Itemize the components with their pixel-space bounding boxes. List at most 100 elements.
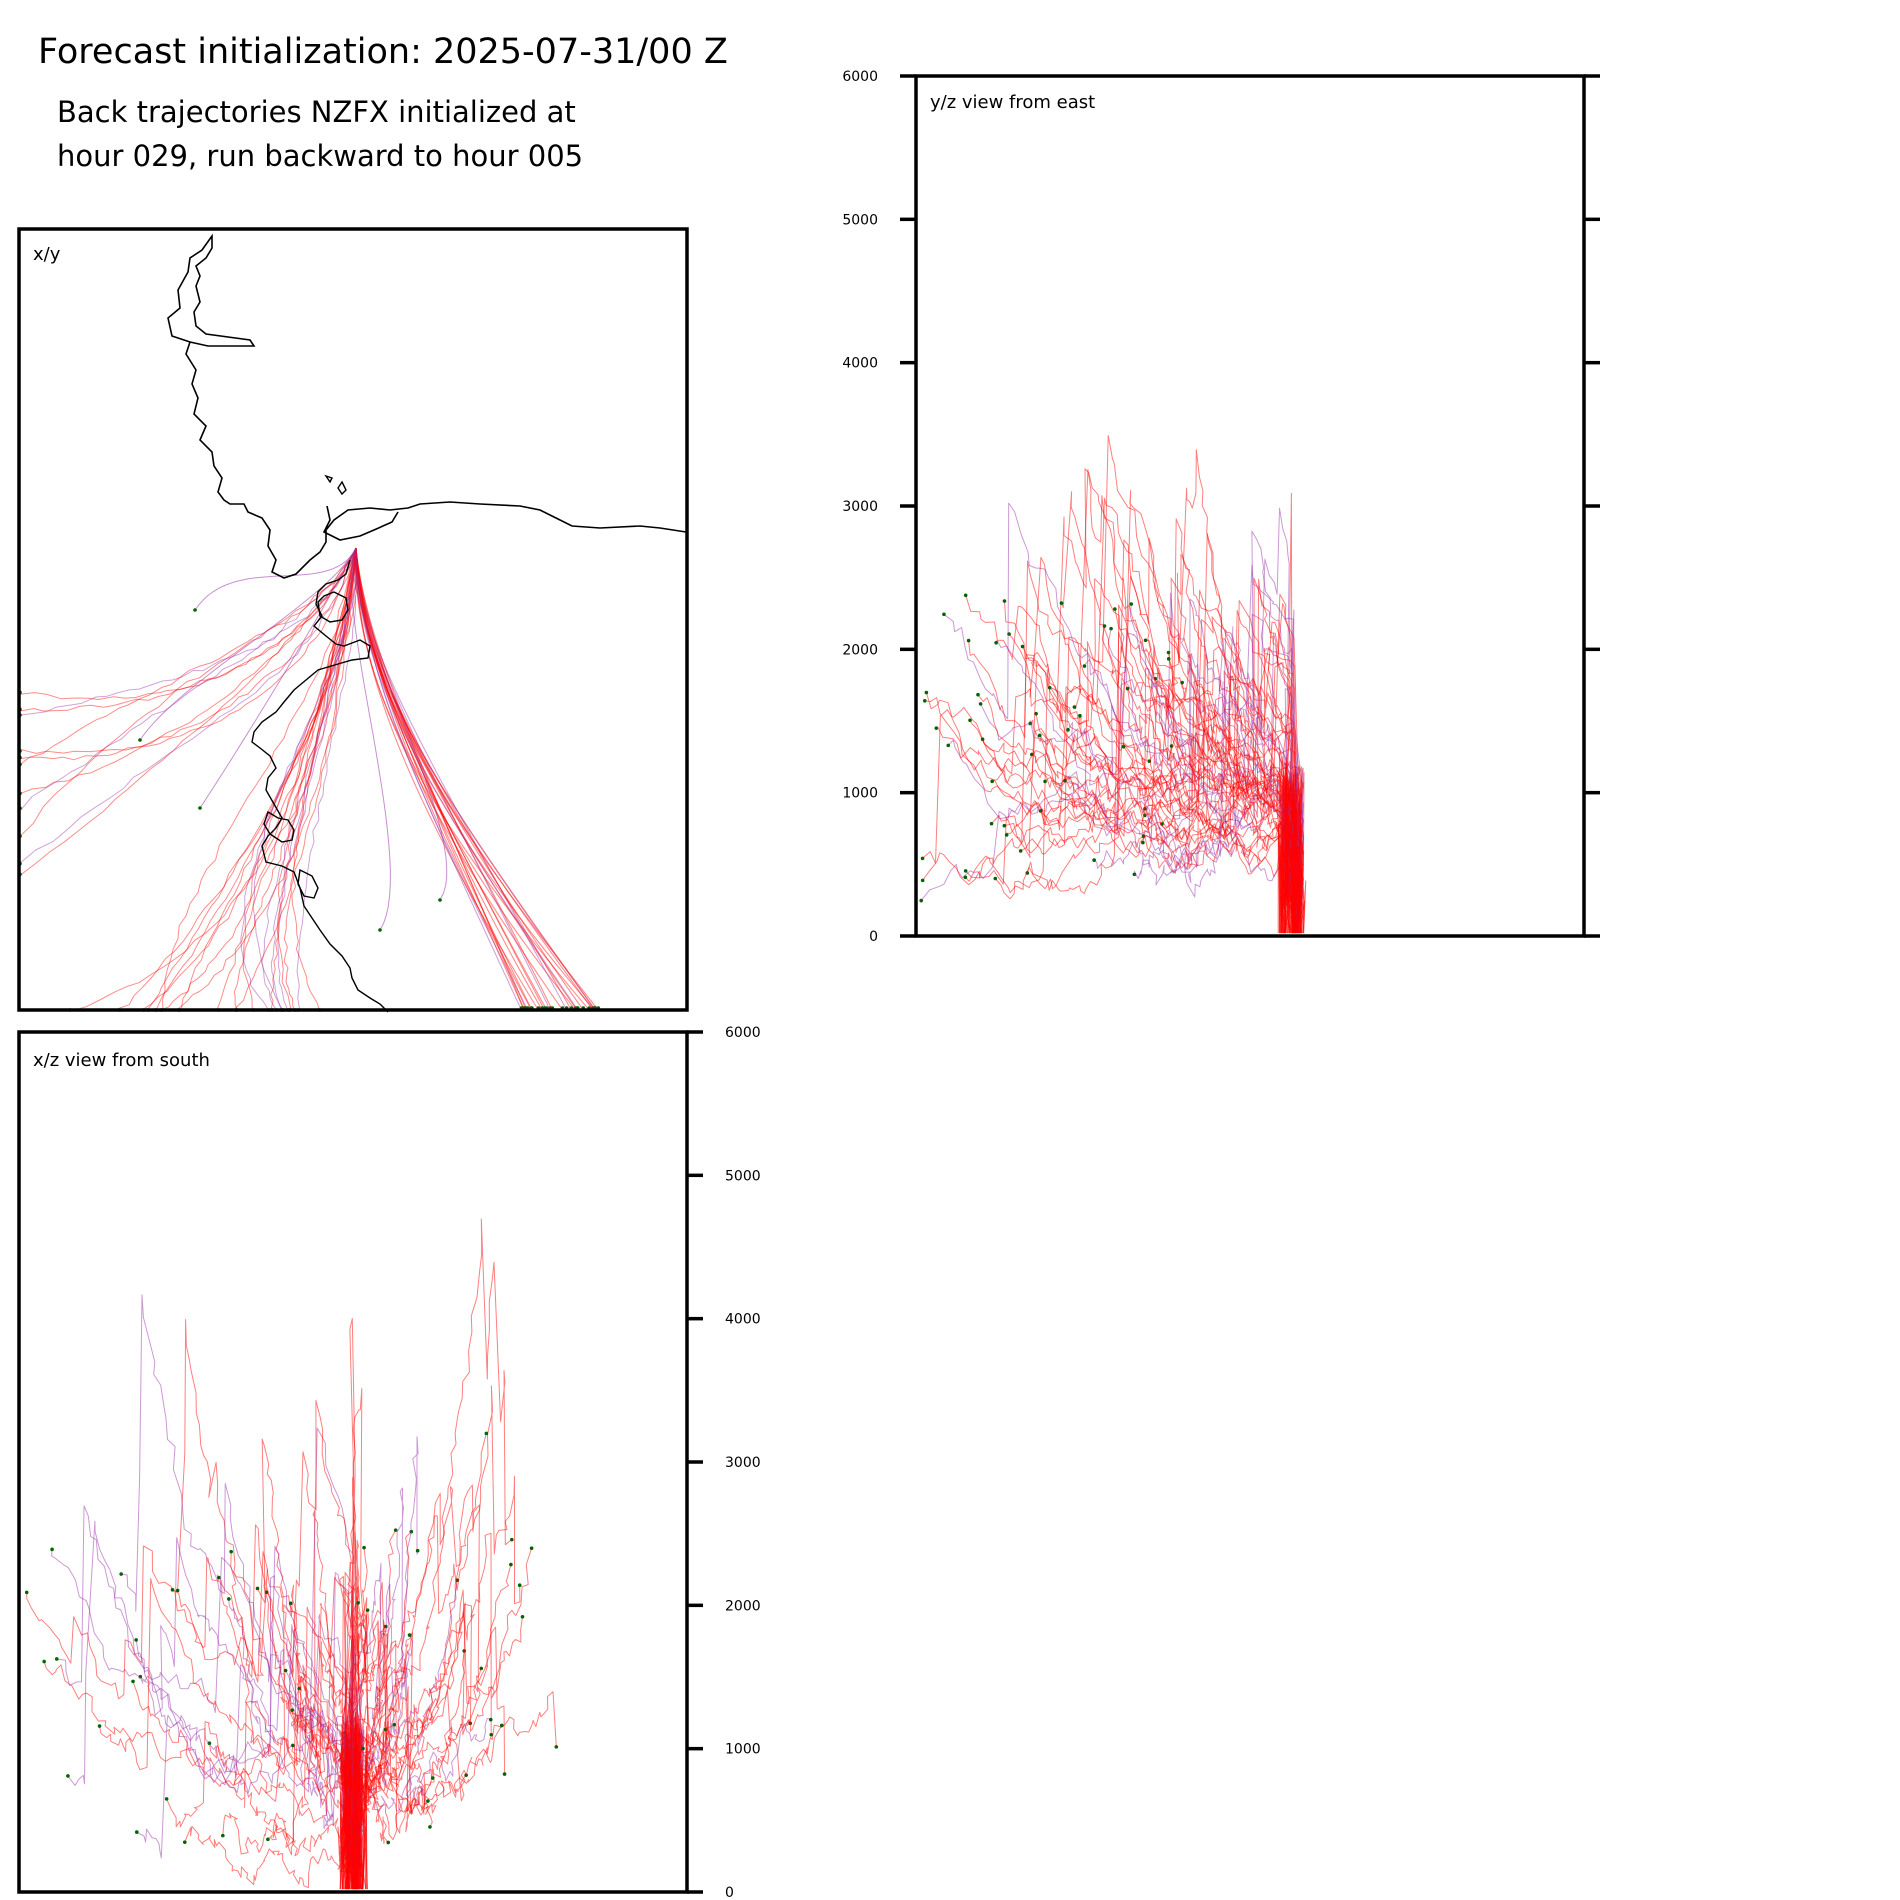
yz-endpoint-45 — [994, 640, 998, 645]
xz-endpoint-56 — [288, 1601, 293, 1606]
xz-trajectory-58 — [344, 1433, 487, 1890]
xy-trajectory-36 — [19, 547, 357, 876]
xz-tick-label-6000: 6000 — [725, 1025, 761, 1041]
yz-endpoint-16 — [1002, 599, 1007, 603]
xz-endpoint-49 — [119, 1572, 123, 1576]
xy-trajectory-31 — [233, 547, 357, 1010]
yz-source-column-36 — [1292, 902, 1298, 934]
coastline-inlet — [263, 474, 349, 899]
xz-trajectory-23 — [344, 1484, 506, 1890]
xz-endpoint-58 — [361, 1746, 365, 1751]
xz-trajectory-47 — [340, 1616, 523, 1890]
xz-endpoint-46 — [266, 1837, 270, 1842]
xz-source-column-38 — [358, 1845, 367, 1890]
xy-trajectory-47 — [277, 547, 357, 1010]
yz-source-column-38 — [1293, 865, 1300, 934]
xz-endpoint-35 — [362, 1545, 366, 1550]
xz-source-column-15 — [339, 1719, 348, 1890]
xz-tick-label-0: 0 — [725, 1885, 734, 1900]
xz-endpoint-55 — [479, 1666, 484, 1671]
xz-endpoint-10 — [554, 1745, 559, 1749]
xy-trajectory-35 — [180, 547, 357, 1011]
xy-trajectory-56 — [242, 547, 357, 1010]
xz-tick-label-4000: 4000 — [725, 1312, 761, 1328]
xz-endpoint-39 — [182, 1840, 187, 1844]
xy-trajectory-10 — [355, 547, 551, 1011]
xy-trajectory-28 — [71, 547, 357, 1012]
xy-trajectory-37 — [291, 547, 357, 1012]
xy-trajectory-63 — [139, 547, 357, 741]
xy-trajectory-59 — [235, 547, 357, 1009]
xy-trajectory-48 — [20, 547, 357, 837]
yz-endpoint-17 — [919, 898, 924, 903]
yz-trajectory-59 — [977, 593, 1303, 934]
xy-trajectory-43 — [270, 547, 357, 1012]
panel-xz-view-from-south: 0 1000 2000 3000 4000 5000 6000 x/z view from … — [17, 1025, 761, 1900]
yz-trajectory-55 — [965, 696, 1303, 934]
xy-trajectory-41 — [118, 547, 357, 1010]
xz-endpoint-13 — [488, 1717, 493, 1722]
yz-trajectory-16 — [920, 719, 1301, 934]
xy-trajectory-42 — [18, 547, 357, 865]
xz-endpoint-44 — [499, 1723, 504, 1728]
yz-trajectory-29 — [924, 685, 1304, 934]
yz-endpoint-47 — [1113, 607, 1117, 611]
xy-trajectory-40 — [162, 547, 357, 1010]
xy-trajectory-16 — [355, 547, 553, 1011]
xy-trajectory-39 — [19, 547, 357, 761]
yz-endpoint-58 — [924, 690, 929, 695]
xz-endpoint-60 — [170, 1588, 175, 1592]
yz-endpoint-35 — [1143, 638, 1148, 643]
xy-trajectory-12 — [355, 547, 596, 1011]
xy-panel-label: x/y — [33, 244, 61, 265]
yz-endpoint-3 — [993, 876, 998, 881]
yz-endpoint-5 — [946, 743, 951, 748]
xz-source-column-30 — [351, 1847, 359, 1890]
xz-trajectory-55 — [289, 1510, 365, 1890]
yz-endpoint-52 — [1002, 823, 1007, 828]
xz-endpoint-22 — [164, 1797, 169, 1801]
xz-endpoint-12 — [291, 1743, 295, 1748]
xz-source-column-39 — [355, 1829, 359, 1890]
xy-trajectory-60 — [194, 547, 357, 611]
yz-endpoint-33 — [1082, 664, 1087, 668]
yz-endpoint-19 — [963, 593, 968, 598]
coastline-south — [251, 559, 389, 1013]
xy-trajectory-11 — [355, 547, 563, 1011]
xy-trajectory-15 — [355, 547, 568, 1011]
yz-endpoint-36 — [968, 718, 972, 723]
xy-trajectory-44 — [217, 547, 357, 1009]
xy-trajectory-lines — [18, 547, 601, 1013]
yz-trajectory-38 — [1079, 641, 1305, 934]
xz-endpoint-47 — [529, 1546, 534, 1551]
xz-endpoint-17 — [407, 1633, 412, 1637]
yz-endpoint-18 — [920, 878, 925, 883]
xy-endpoint-61 — [193, 608, 197, 612]
yz-trajectory-44 — [995, 564, 1304, 934]
yz-endpoint-51 — [934, 726, 939, 730]
yz-source-column-30 — [1294, 843, 1297, 934]
yz-endpoint-31 — [1072, 705, 1077, 709]
xy-trajectory-7 — [355, 547, 525, 1011]
xz-trajectory-56 — [67, 1427, 364, 1890]
xz-source-column-6 — [361, 1725, 368, 1890]
yz-tick-label-4000: 4000 — [842, 356, 878, 372]
yz-trajectory-58 — [992, 748, 1302, 934]
xz-endpoint-52 — [392, 1722, 397, 1727]
yz-trajectory-24 — [980, 695, 1299, 934]
xy-trajectory-49 — [176, 547, 357, 1011]
panel-xy-map: x/y — [17, 227, 689, 1013]
xz-trajectory-40 — [51, 1549, 365, 1890]
yz-endpoint-59 — [990, 779, 994, 784]
yz-trajectory-11 — [965, 806, 1300, 934]
yz-trajectory-37 — [1039, 600, 1303, 934]
xz-source-column-35 — [357, 1715, 360, 1890]
xz-source-column-37 — [340, 1828, 345, 1890]
yz-panel-label: y/z view from east — [930, 92, 1095, 113]
xz-endpoint-54 — [365, 1608, 370, 1612]
xz-tick-label-3000: 3000 — [725, 1455, 761, 1471]
yz-endpoint-43 — [1121, 744, 1126, 749]
yz-endpoint-56 — [963, 875, 968, 880]
xz-endpoint-32 — [517, 1583, 522, 1587]
yz-trajectory-36 — [1091, 609, 1304, 934]
